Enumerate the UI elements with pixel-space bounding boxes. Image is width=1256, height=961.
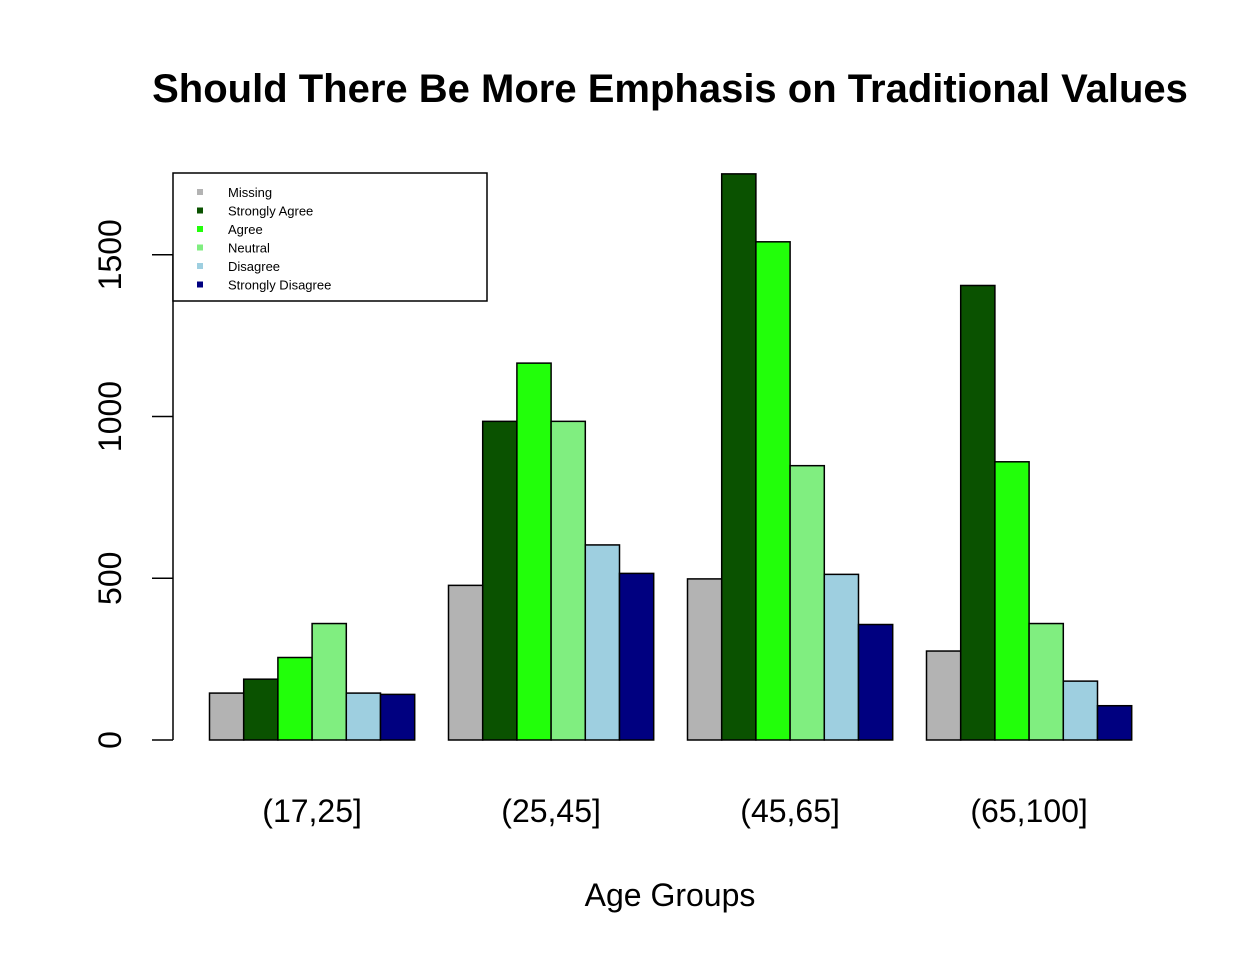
bar	[618, 572, 655, 741]
legend-label: Neutral	[228, 241, 270, 256]
bar	[720, 173, 757, 741]
legend: Missing Strongly Agree Agree Neutral Disagre…	[172, 172, 488, 302]
x-axis-title: Age Groups	[585, 877, 756, 913]
bar	[925, 650, 962, 741]
legend-swatch	[197, 281, 203, 288]
bar	[1028, 622, 1065, 741]
bar	[208, 692, 245, 741]
bar	[447, 584, 484, 741]
bar	[994, 461, 1030, 741]
y-tick-label: 1000	[92, 381, 128, 452]
legend-swatch	[197, 207, 203, 214]
x-tick-label: (25,45]	[501, 793, 601, 829]
legend-label: Agree	[228, 222, 263, 237]
y-axis: 0 500 1000 1500	[92, 219, 174, 749]
bar	[755, 241, 791, 741]
bar	[789, 464, 826, 741]
bar	[516, 362, 552, 741]
bar	[584, 544, 621, 741]
bar	[1096, 704, 1133, 741]
legend-swatch	[197, 263, 203, 269]
bar	[481, 420, 518, 741]
bar	[277, 656, 313, 741]
bar	[550, 420, 587, 741]
legend-box	[172, 172, 488, 302]
bars	[208, 173, 1133, 741]
x-tick-label: (17,25]	[262, 793, 362, 829]
bar	[857, 623, 894, 741]
legend-label: Strongly Agree	[228, 204, 313, 219]
y-tick-label: 1500	[92, 219, 128, 290]
bar	[379, 693, 416, 741]
legend-label: Disagree	[228, 259, 280, 274]
bar	[959, 284, 996, 741]
x-tick-label: (65,100]	[970, 793, 1087, 829]
bar	[823, 573, 860, 741]
bar	[242, 678, 279, 741]
legend-swatch	[197, 226, 203, 232]
y-tick-label: 500	[92, 552, 128, 605]
legend-label: Missing	[228, 185, 272, 200]
bar	[1062, 680, 1099, 741]
chart-title: Should There Be More Emphasis on Traditi…	[152, 67, 1188, 111]
bar	[311, 622, 348, 741]
bar	[686, 578, 723, 741]
x-axis-labels: (17,25] (25,45] (45,65] (65,100]	[262, 793, 1088, 829]
legend-swatch	[197, 244, 203, 251]
bar	[345, 692, 382, 741]
y-tick-label: 0	[92, 731, 128, 749]
legend-swatch	[197, 189, 203, 195]
legend-label: Strongly Disagree	[228, 278, 331, 293]
x-tick-label: (45,65]	[740, 793, 840, 829]
